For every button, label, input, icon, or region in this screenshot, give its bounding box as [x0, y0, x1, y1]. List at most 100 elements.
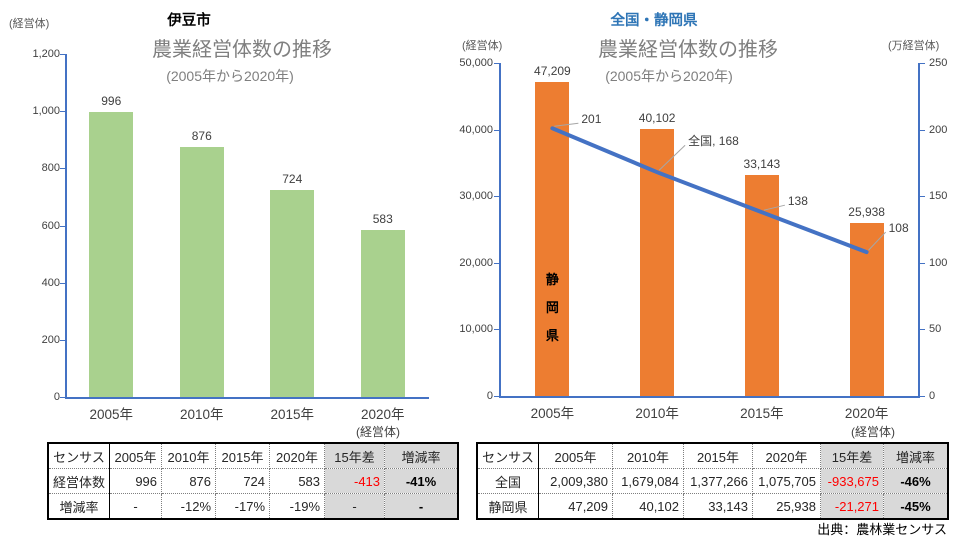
left-chart-y-axis: [65, 54, 67, 397]
izu-summary-table: センサス 2005年 2010年 2015年 2020年 15年差 増減率 経営体数 996 87…: [46, 442, 460, 520]
table-value-cell: 724: [215, 468, 271, 494]
table-value-cell: 876: [161, 468, 217, 494]
right-chart-y-tick-mark: [494, 196, 499, 198]
table-header-cell: 2005年: [109, 443, 163, 469]
left-chart-y-tick-label: 200: [41, 333, 60, 346]
shizuoka-bar-value-label: 40,102: [638, 110, 676, 125]
national-line-point-label: 201: [581, 112, 602, 127]
right-chart-y-tick-label: 30,000: [459, 190, 493, 203]
left-chart-y-axis-unit: (経営体): [9, 18, 50, 30]
table-row-label: 増減率: [47, 493, 111, 519]
right-chart-y2-tick-label: 50: [929, 323, 942, 336]
left-chart-y-tick-label: 1,200: [32, 48, 60, 60]
table-value-cell: 25,938: [752, 493, 821, 519]
left-chart-y-tick-mark: [60, 282, 65, 284]
right-chart-subtitle: (2005年から2020年): [605, 68, 733, 84]
right-chart-x-category-label: 2020年: [844, 406, 889, 421]
table-diff-cell: -: [324, 493, 386, 519]
right-chart-y-tick-label: 10,000: [459, 323, 493, 336]
table-row: 全国 2,009,380 1,679,084 1,377,266 1,075,705 -9…: [477, 468, 948, 494]
right-chart-y-tick-label: 40,000: [459, 123, 493, 136]
right-chart-y2-tick-mark: [920, 329, 925, 331]
table-value-cell: 47,209: [538, 493, 613, 519]
right-chart-y-tick-mark: [494, 396, 499, 397]
national-shizuoka-summary-table: センサス 2005年 2010年 2015年 2020年 15年差 増減率 全国 2,009,3…: [476, 442, 949, 520]
left-chart-x-axis-unit: (経営体): [356, 425, 400, 439]
table-value-cell: -12%: [161, 493, 217, 519]
right-chart-region-title: 全国・静岡県: [610, 13, 698, 29]
right-chart-y2-tick-mark: [920, 396, 925, 397]
izu-bar-2020年: [360, 230, 405, 397]
right-chart-y-tick-mark: [494, 129, 499, 131]
left-chart-y-tick-mark: [60, 225, 65, 227]
right-chart-y-axis: [499, 63, 501, 396]
table-diff-cell: -413: [324, 468, 386, 494]
left-chart-x-category-label: 2015年: [270, 407, 315, 422]
table-header-cell: 2020年: [752, 443, 821, 469]
table-rate-cell: -46%: [883, 468, 948, 494]
table-value-cell: 996: [109, 468, 163, 494]
table-value-cell: -17%: [215, 493, 271, 519]
table-header-cell: 増減率: [883, 443, 948, 469]
table-row-label: 静岡県: [477, 493, 539, 519]
national-line-point-label: 108: [888, 221, 909, 236]
right-chart-x-category-label: 2005年: [530, 406, 575, 421]
right-chart-x-category-label: 2010年: [635, 406, 679, 421]
shizuoka-bar-value-label: 47,209: [534, 63, 571, 78]
table-row-label: 全国: [477, 468, 539, 494]
table-diff-cell: -21,271: [820, 493, 884, 519]
izu-bar-value-label: 996: [101, 94, 122, 109]
left-chart-x-category-label: 2010年: [179, 407, 224, 422]
shizuoka-bar-value-label: 33,143: [743, 157, 781, 172]
table-header-cell: 2010年: [612, 443, 684, 469]
right-chart-y-tick-label: 50,000: [459, 57, 493, 69]
right-chart-y2-tick-label: 0: [929, 390, 936, 402]
national-line-point-label: 全国, 168: [688, 134, 739, 149]
table-rate-cell: -41%: [384, 468, 459, 494]
right-chart-y2-axis-unit: (万経営体): [888, 40, 940, 52]
left-chart-region-title: 伊豆市: [167, 13, 211, 29]
table-header-cell: 2020年: [269, 443, 326, 469]
right-chart-y2-tick-mark: [920, 129, 925, 131]
right-chart-x-category-label: 2015年: [740, 406, 784, 421]
table-header-cell: 15年差: [324, 443, 386, 469]
right-chart-y2-tick-label: 150: [929, 190, 948, 203]
table-row: 静岡県 47,209 40,102 33,143 25,938 -21,271 -45%: [477, 493, 948, 519]
table-value-cell: 2,009,380: [538, 468, 613, 494]
table-value-cell: 1,679,084: [612, 468, 684, 494]
right-chart-y-tick-mark: [494, 63, 499, 64]
shizuoka-bar-2020年: [849, 223, 884, 396]
izu-bar-value-label: 876: [191, 128, 212, 143]
table-header-row: センサス 2005年 2010年 2015年 2020年 15年差 増減率: [47, 443, 459, 469]
national-line-point-label: 138: [787, 194, 808, 209]
right-chart-y-tick-label: 20,000: [459, 256, 493, 269]
right-chart-title: 農業経営体数の推移: [598, 39, 778, 61]
left-chart-y-tick-mark: [60, 397, 65, 398]
left-chart-y-tick-label: 0: [53, 391, 60, 403]
right-chart-y2-tick-mark: [920, 196, 925, 198]
left-chart-y-tick-mark: [60, 339, 65, 341]
table-header-cell: センサス: [477, 443, 539, 469]
table-rate-cell: -45%: [883, 493, 948, 519]
izu-bar-2005年: [89, 112, 134, 397]
left-chart-y-tick-mark: [60, 111, 65, 113]
table-value-cell: -: [109, 493, 163, 519]
table-header-cell: 15年差: [820, 443, 884, 469]
shizuoka-bar-2010年: [640, 128, 675, 396]
table-diff-cell: -933,675: [820, 468, 884, 494]
left-chart-title: 農業経営体数の推移: [152, 39, 332, 61]
right-chart-y2-tick-mark: [920, 63, 925, 64]
left-chart-y-tick-mark: [60, 54, 65, 55]
izu-bar-value-label: 583: [372, 212, 393, 227]
right-chart-y-axis-unit: (経営体): [462, 40, 503, 52]
right-chart-y2-tick-label: 250: [929, 57, 948, 69]
right-chart-y-tick-label: 0: [486, 390, 493, 402]
izu-bar-2010年: [179, 146, 224, 397]
table-header-cell: 2015年: [215, 443, 271, 469]
table-value-cell: 1,377,266: [683, 468, 753, 494]
table-value-cell: -19%: [269, 493, 326, 519]
table-header-cell: センサス: [47, 443, 111, 469]
shizuoka-bar-2015年: [744, 175, 779, 396]
table-header-cell: 2015年: [683, 443, 753, 469]
right-chart-y2-tick-label: 200: [929, 123, 948, 136]
